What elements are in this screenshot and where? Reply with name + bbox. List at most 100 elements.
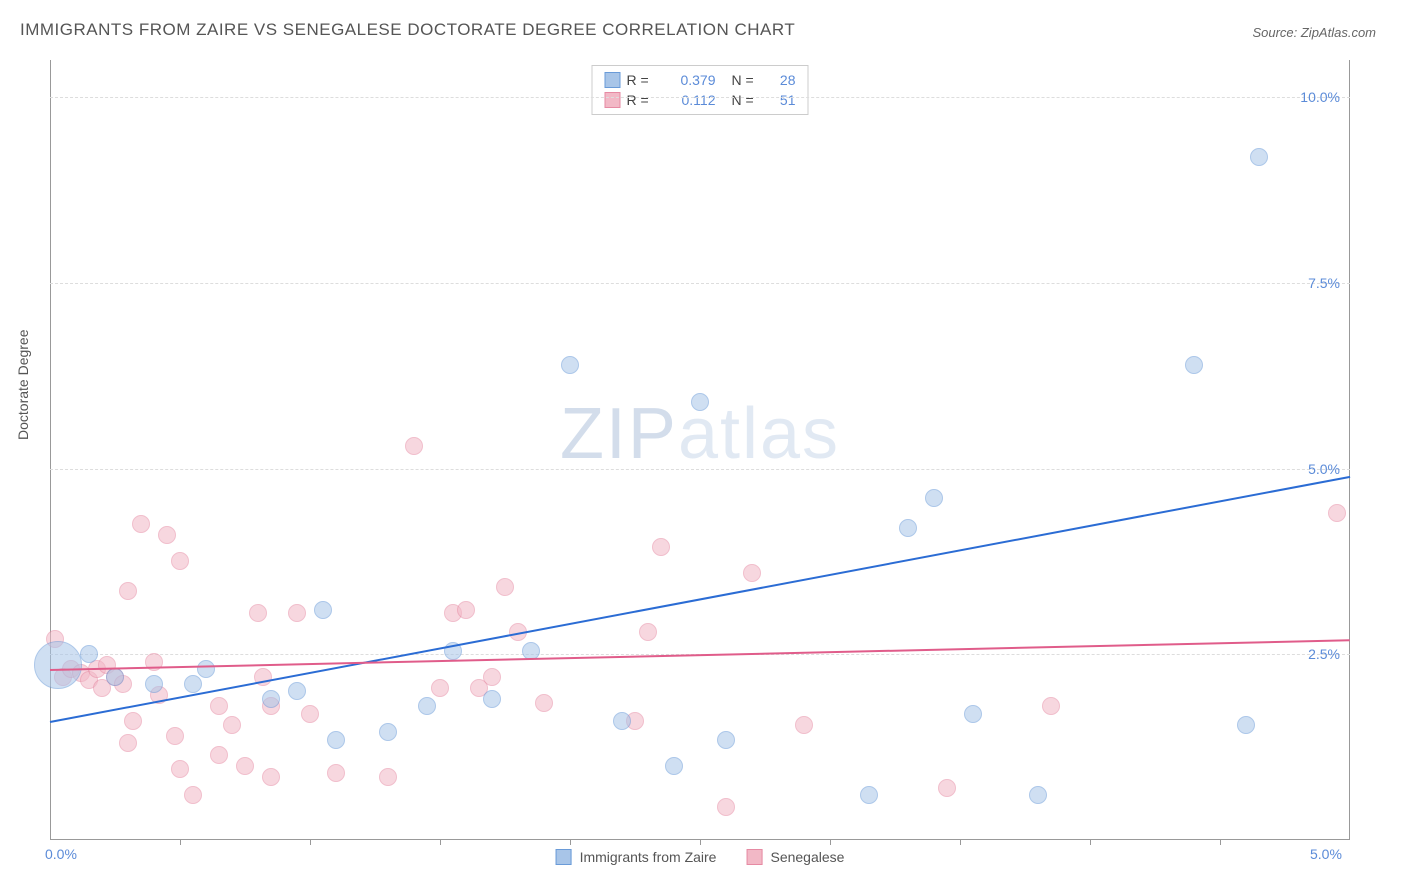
x-tick-mark xyxy=(440,840,441,845)
legend-n-label: N = xyxy=(732,72,760,88)
gridline xyxy=(50,97,1350,98)
regression-line xyxy=(50,639,1350,671)
regression-line xyxy=(50,476,1350,723)
legend-swatch xyxy=(605,92,621,108)
scatter-point xyxy=(379,723,397,741)
scatter-point xyxy=(561,356,579,374)
y-tick-label: 7.5% xyxy=(1308,275,1340,291)
scatter-point xyxy=(166,727,184,745)
scatter-point xyxy=(171,552,189,570)
scatter-point xyxy=(132,515,150,533)
scatter-point xyxy=(496,578,514,596)
scatter-point xyxy=(418,697,436,715)
scatter-point xyxy=(249,604,267,622)
scatter-point xyxy=(158,526,176,544)
x-tick-mark xyxy=(1220,840,1221,845)
x-tick-mark xyxy=(310,840,311,845)
scatter-point xyxy=(171,760,189,778)
scatter-point xyxy=(314,601,332,619)
legend-r-label: R = xyxy=(627,92,655,108)
scatter-point xyxy=(535,694,553,712)
scatter-point xyxy=(1185,356,1203,374)
scatter-point xyxy=(1042,697,1060,715)
y-tick-label: 2.5% xyxy=(1308,646,1340,662)
scatter-point xyxy=(860,786,878,804)
scatter-point xyxy=(34,641,82,689)
scatter-point xyxy=(1237,716,1255,734)
scatter-point xyxy=(717,731,735,749)
legend-swatch xyxy=(605,72,621,88)
scatter-point xyxy=(938,779,956,797)
y-tick-label: 5.0% xyxy=(1308,461,1340,477)
scatter-point xyxy=(236,757,254,775)
legend-n-value: 28 xyxy=(766,72,796,88)
legend-series-item: Immigrants from Zaire xyxy=(556,849,717,865)
gridline xyxy=(50,469,1350,470)
x-tick-mark xyxy=(1090,840,1091,845)
scatter-point xyxy=(119,734,137,752)
scatter-point xyxy=(899,519,917,537)
y-axis-right-line xyxy=(1349,60,1350,840)
x-tick-mark xyxy=(830,840,831,845)
x-tick-label: 0.0% xyxy=(45,846,77,862)
legend-r-label: R = xyxy=(627,72,655,88)
scatter-point xyxy=(431,679,449,697)
scatter-point xyxy=(665,757,683,775)
scatter-point xyxy=(106,668,124,686)
scatter-point xyxy=(145,675,163,693)
legend-series-item: Senegalese xyxy=(746,849,844,865)
scatter-point xyxy=(124,712,142,730)
x-tick-mark xyxy=(700,840,701,845)
scatter-point xyxy=(197,660,215,678)
scatter-point xyxy=(288,604,306,622)
scatter-point xyxy=(119,582,137,600)
scatter-point xyxy=(262,690,280,708)
scatter-point xyxy=(210,746,228,764)
scatter-point xyxy=(691,393,709,411)
legend-r-value: 0.379 xyxy=(661,72,716,88)
source-attribution: Source: ZipAtlas.com xyxy=(1252,25,1376,40)
watermark-bold: ZIP xyxy=(560,394,678,474)
scatter-point xyxy=(1029,786,1047,804)
legend-correlation-row: R = 0.379 N = 28 xyxy=(605,70,796,90)
legend-n-value: 51 xyxy=(766,92,796,108)
scatter-point xyxy=(327,731,345,749)
scatter-point xyxy=(483,690,501,708)
chart-title: IMMIGRANTS FROM ZAIRE VS SENEGALESE DOCT… xyxy=(20,20,795,40)
legend-swatch xyxy=(746,849,762,865)
y-axis-label: Doctorate Degree xyxy=(15,329,31,440)
legend-swatch xyxy=(556,849,572,865)
scatter-point xyxy=(652,538,670,556)
scatter-point xyxy=(223,716,241,734)
scatter-point xyxy=(743,564,761,582)
x-tick-label: 5.0% xyxy=(1310,846,1342,862)
scatter-point xyxy=(1328,504,1346,522)
y-tick-label: 10.0% xyxy=(1300,89,1340,105)
legend-correlation-row: R = 0.112 N = 51 xyxy=(605,90,796,110)
legend-series-label: Immigrants from Zaire xyxy=(580,849,717,865)
scatter-point xyxy=(210,697,228,715)
scatter-point xyxy=(184,786,202,804)
scatter-point xyxy=(483,668,501,686)
gridline xyxy=(50,283,1350,284)
y-axis-left-line xyxy=(50,60,51,840)
scatter-point xyxy=(639,623,657,641)
scatter-point xyxy=(379,768,397,786)
legend-series-label: Senegalese xyxy=(770,849,844,865)
scatter-point xyxy=(405,437,423,455)
legend-r-value: 0.112 xyxy=(661,92,716,108)
x-tick-mark xyxy=(180,840,181,845)
scatter-point xyxy=(613,712,631,730)
scatter-point xyxy=(964,705,982,723)
scatter-point xyxy=(327,764,345,782)
scatter-point xyxy=(717,798,735,816)
x-tick-mark xyxy=(960,840,961,845)
legend-n-label: N = xyxy=(732,92,760,108)
scatter-point xyxy=(795,716,813,734)
scatter-point xyxy=(80,645,98,663)
scatter-point xyxy=(262,768,280,786)
correlation-legend: R = 0.379 N = 28 R = 0.112 N = 51 xyxy=(592,65,809,115)
chart-plot-area: ZIPatlas R =0.379N =28R =0.112N =51 Immi… xyxy=(50,60,1350,840)
scatter-point xyxy=(288,682,306,700)
series-legend: Immigrants from Zaire Senegalese xyxy=(556,849,845,865)
